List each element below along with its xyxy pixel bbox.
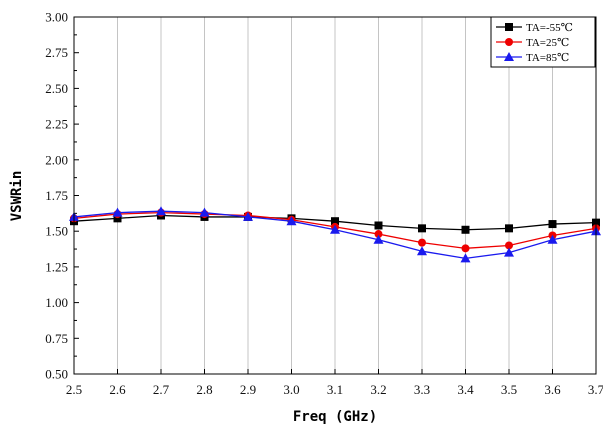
x-tick-label: 3.7: [588, 382, 603, 397]
data-point: [286, 216, 297, 226]
y-tick-label: 2.00: [45, 152, 68, 167]
data-point: [331, 217, 339, 226]
y-tick-label: 1.50: [45, 224, 68, 239]
y-tick-label: 3.00: [45, 10, 68, 25]
legend-marker: [505, 38, 513, 46]
legend-label: TA=85℃: [526, 52, 569, 64]
y-tick-label: 2.50: [45, 81, 68, 96]
x-axis-title: Freq (GHz): [293, 409, 377, 425]
x-tick-label: 3.1: [327, 382, 343, 397]
x-tick-label: 3.3: [414, 382, 430, 397]
y-axis: 0.50 0.75 1.00 1.25 1.50 1.75 2.00 2.25 2.50 2.75…: [45, 10, 79, 382]
x-tick-label: 3.4: [457, 382, 474, 397]
legend-marker: [505, 23, 513, 31]
data-point: [374, 221, 383, 230]
legend-label: TA=-55℃: [526, 22, 573, 34]
y-tick-label: 1.00: [45, 295, 68, 310]
x-tick-label: 3.6: [544, 382, 561, 397]
x-tick-label: 2.6: [109, 382, 126, 397]
y-tick-label: 0.50: [45, 367, 68, 382]
y-tick-label: 1.75: [45, 188, 68, 203]
legend-label: TA=25℃: [526, 37, 569, 49]
gridlines: [117, 17, 553, 374]
data-point: [330, 224, 340, 234]
data-point: [418, 238, 426, 247]
y-axis-title: VSWRin: [9, 171, 25, 222]
data-point: [548, 220, 557, 229]
x-tick-label: 3.5: [501, 382, 517, 397]
data-point: [243, 211, 253, 221]
legend: TA=-55℃ TA=25℃ TA=85℃: [490, 16, 596, 68]
data-point: [505, 241, 513, 250]
x-tick-label: 2.8: [196, 382, 212, 397]
x-tick-label: 2.5: [66, 382, 82, 397]
x-axis: 2.5 2.6 2.7 2.8 2.9 3.0 3.1 3.2 3.3 3.4 3.5 3.6 3.7: [66, 369, 603, 397]
data-point: [112, 207, 123, 217]
legend-item: TA=-55℃: [496, 22, 573, 34]
x-tick-label: 3.0: [283, 382, 299, 397]
y-tick-label: 1.25: [45, 259, 68, 274]
legend-item: TA=85℃: [496, 52, 569, 64]
data-point: [156, 206, 166, 216]
data-point: [505, 224, 513, 233]
data-point: [199, 207, 210, 217]
data-point: [547, 234, 558, 244]
legend-marker: [504, 52, 514, 61]
x-tick-label: 3.2: [370, 382, 386, 397]
legend-item: TA=25℃: [496, 37, 569, 49]
x-tick-label: 2.7: [153, 382, 170, 397]
data-point: [113, 214, 122, 223]
data-point: [418, 224, 426, 233]
data-point: [417, 246, 427, 256]
y-tick-label: 2.25: [45, 117, 68, 132]
series-group: [69, 206, 601, 263]
data-point: [461, 244, 470, 253]
data-point: [374, 230, 383, 239]
data-point: [373, 234, 384, 244]
y-tick-label: 2.75: [45, 45, 68, 60]
data-point: [460, 253, 471, 263]
data-point: [504, 247, 514, 257]
x-tick-label: 2.9: [240, 382, 256, 397]
plot-border: [73, 16, 597, 375]
data-point: [461, 225, 470, 234]
y-tick-label: 0.75: [45, 331, 68, 346]
